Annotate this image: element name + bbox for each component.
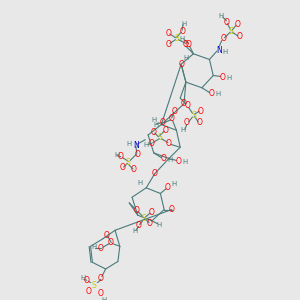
Text: S: S — [92, 281, 97, 290]
Text: O: O — [181, 99, 187, 108]
Text: O: O — [165, 183, 171, 192]
Text: O: O — [198, 107, 204, 116]
Text: N: N — [133, 141, 139, 150]
Text: O: O — [86, 287, 92, 296]
Text: O: O — [179, 27, 185, 36]
Text: O: O — [84, 276, 90, 285]
Text: O: O — [235, 20, 241, 29]
Text: H: H — [157, 222, 162, 228]
Text: H: H — [182, 159, 188, 165]
Text: O: O — [172, 107, 178, 116]
Text: S: S — [126, 158, 131, 167]
Text: H: H — [167, 157, 172, 163]
Text: H: H — [179, 36, 185, 42]
Text: O: O — [178, 60, 184, 69]
Text: S: S — [174, 34, 179, 43]
Text: O: O — [162, 126, 168, 135]
Text: O: O — [169, 205, 175, 214]
Text: H: H — [132, 228, 137, 234]
Text: O: O — [149, 139, 155, 148]
Text: O: O — [131, 165, 137, 174]
Text: S: S — [142, 214, 147, 223]
Text: H: H — [218, 13, 224, 19]
Text: O: O — [107, 238, 113, 247]
Text: N: N — [216, 46, 222, 55]
Text: O: O — [185, 101, 191, 110]
Text: H: H — [153, 122, 158, 128]
Text: O: O — [186, 40, 192, 49]
Text: O: O — [208, 89, 214, 98]
Text: O: O — [196, 118, 202, 127]
Text: O: O — [149, 208, 155, 217]
Text: O: O — [224, 18, 230, 27]
Text: S: S — [157, 133, 162, 142]
Text: H: H — [215, 92, 220, 98]
Text: H: H — [144, 142, 149, 148]
Text: O: O — [120, 164, 126, 172]
Text: O: O — [136, 221, 142, 230]
Text: O: O — [98, 244, 104, 253]
Text: O: O — [135, 150, 141, 159]
Text: O: O — [98, 289, 104, 298]
Text: H: H — [222, 49, 227, 55]
Text: O: O — [147, 219, 153, 228]
Text: H: H — [92, 244, 97, 250]
Text: O: O — [220, 73, 226, 82]
Text: O: O — [160, 154, 166, 163]
Text: H: H — [101, 297, 106, 300]
Text: O: O — [118, 152, 124, 161]
Text: O: O — [184, 118, 190, 127]
Text: H: H — [137, 180, 142, 186]
Text: O: O — [169, 114, 175, 123]
Text: O: O — [221, 34, 226, 43]
Text: O: O — [159, 118, 165, 127]
Text: O: O — [166, 139, 172, 148]
Text: H: H — [127, 141, 132, 147]
Text: O: O — [166, 40, 172, 49]
Text: O: O — [134, 206, 140, 215]
Text: O: O — [237, 32, 243, 41]
Text: H: H — [227, 75, 232, 81]
Text: O: O — [98, 274, 104, 283]
Text: O: O — [151, 128, 157, 136]
Text: H: H — [114, 152, 120, 158]
Text: S: S — [229, 27, 233, 36]
Text: O: O — [103, 230, 109, 239]
Text: H: H — [80, 275, 86, 281]
Text: H: H — [180, 127, 186, 133]
Text: O: O — [183, 40, 189, 49]
Text: H: H — [182, 21, 187, 27]
Text: O: O — [166, 28, 172, 38]
Text: H: H — [151, 117, 156, 123]
Text: O: O — [152, 169, 158, 178]
Text: H: H — [171, 181, 176, 187]
Text: H: H — [183, 55, 188, 61]
Text: S: S — [191, 111, 196, 120]
Text: O: O — [176, 157, 181, 166]
